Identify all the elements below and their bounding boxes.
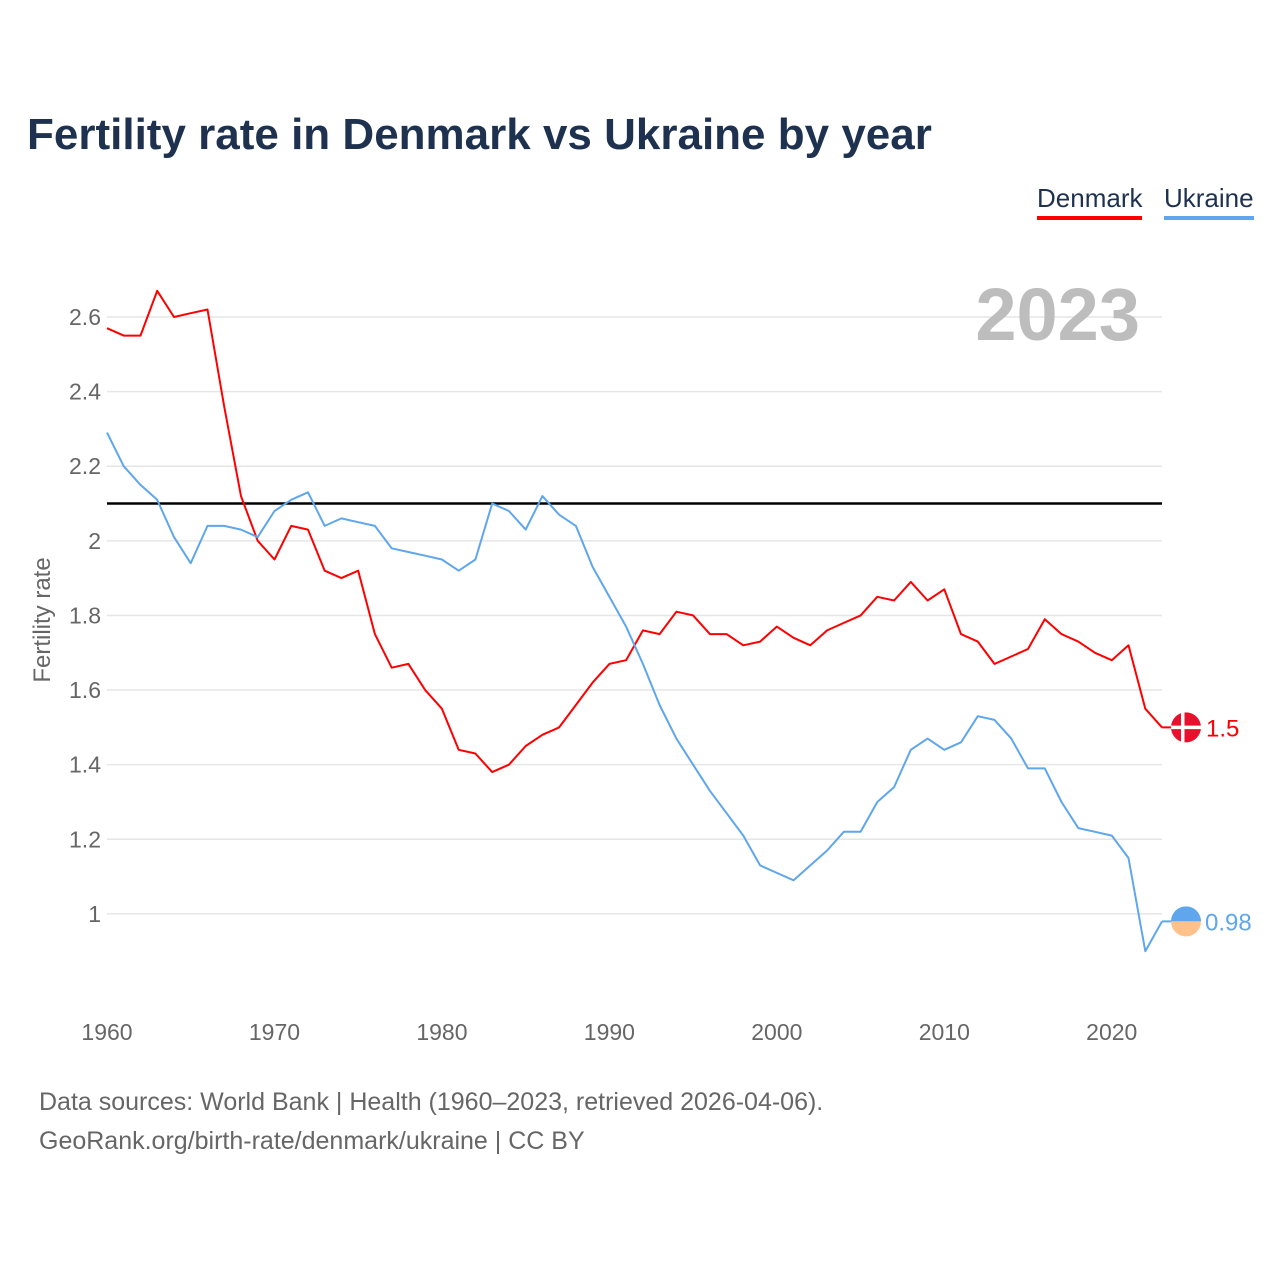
x-tick-label: 1960 [81,1019,132,1045]
y-tick-label: 2 [88,528,101,554]
year-watermark: 2023 [975,273,1140,356]
x-tick-label: 1970 [249,1019,300,1045]
legend-denmark[interactable]: Denmark [1037,183,1143,220]
chart-title: Fertility rate in Denmark vs Ukraine by … [27,110,932,159]
y-axis-label: Fertility rate [29,557,56,682]
y-tick-label: 1.4 [69,752,101,778]
y-tick-label: 1.6 [69,677,101,703]
ukraine-flag-icon [1171,906,1201,937]
end-value-label: 0.98 [1205,909,1252,936]
y-tick-label: 1.2 [69,826,101,852]
flag-cross-horizontal [1171,725,1201,730]
x-tick-label: 2010 [919,1019,970,1045]
footer-attribution[interactable]: GeoRank.org/birth-rate/denmark/ukraine |… [39,1127,585,1155]
y-tick-label: 2.6 [69,304,101,330]
x-tick-label: 2020 [1086,1019,1137,1045]
series-line-denmark [106,289,1163,774]
y-tick-label: 2.4 [69,379,101,405]
denmark-flag-icon [1171,712,1201,743]
flag-top-half [1171,906,1201,922]
series-line-ukraine [106,432,1163,953]
x-tick-label: 1980 [416,1019,467,1045]
end-value-label: 1.5 [1206,715,1239,742]
legend-ukraine[interactable]: Ukraine [1164,183,1254,220]
x-tick-label: 1990 [584,1019,635,1045]
y-tick-label: 1.8 [69,602,101,628]
y-tick-label: 2.2 [69,453,101,479]
x-tick-label: 2000 [751,1019,802,1045]
flag-bottom-half [1171,921,1201,937]
footer-sources: Data sources: World Bank | Health (1960–… [39,1088,824,1116]
y-tick-label: 1 [88,901,101,927]
